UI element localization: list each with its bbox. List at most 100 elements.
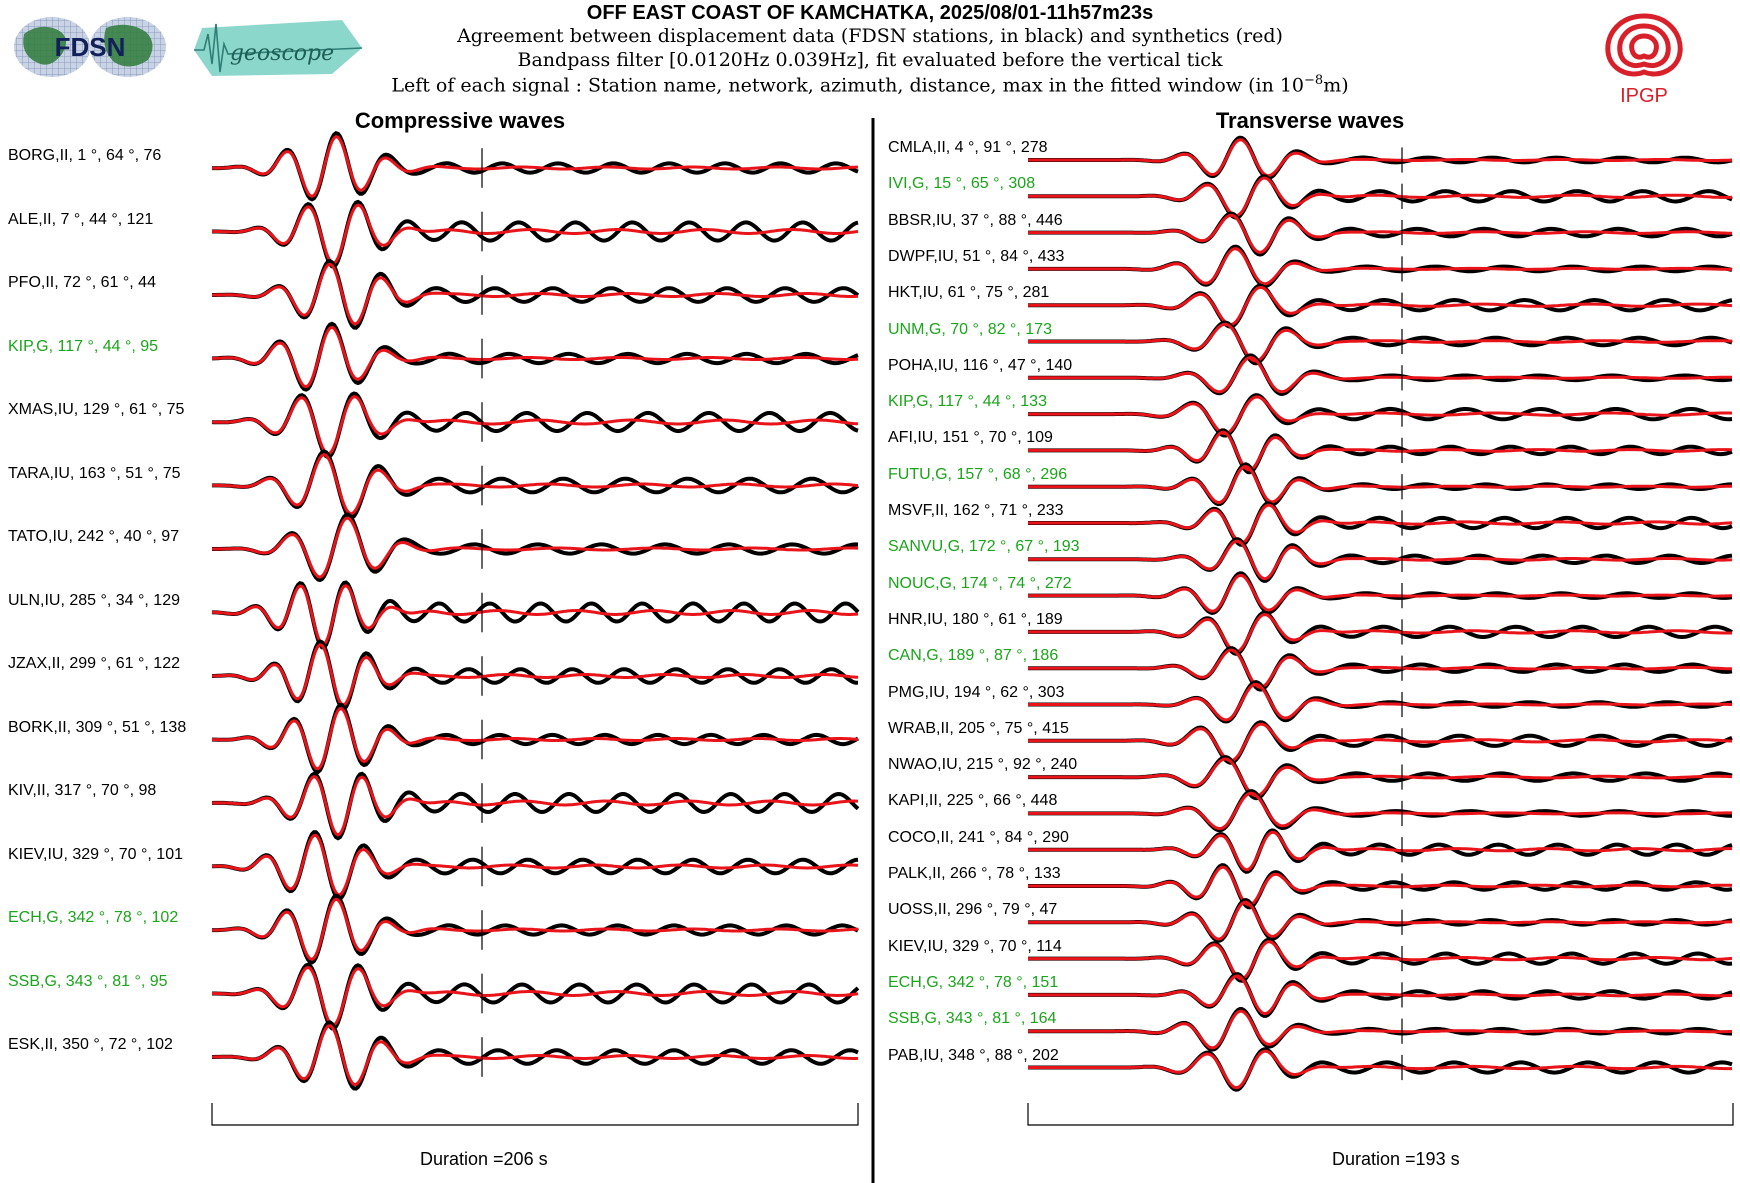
synthetic-trace-p9 xyxy=(211,707,859,771)
synthetic-trace-p12 xyxy=(212,897,859,961)
panel-title-transverse: Transverse waves xyxy=(1215,108,1405,133)
station-label-s9: FUTU,G, 157 °, 68 °, 296 xyxy=(888,465,1068,483)
station-label-s3: DWPF,IU, 51 °, 84 °, 433 xyxy=(888,247,1065,265)
station-label-s5: UNM,G, 70 °, 82 °, 173 xyxy=(888,320,1052,338)
station-label-s14: CAN,G, 189 °, 87 °, 186 xyxy=(888,647,1059,665)
synthetic-trace-s4 xyxy=(1028,285,1733,327)
station-label-s24: SSB,G, 343 °, 81 °, 164 xyxy=(888,1010,1057,1028)
geoscope-logo-text: geoscope xyxy=(230,41,334,66)
data-trace-s15 xyxy=(1028,680,1733,724)
duration-label-transverse: Duration =193 s xyxy=(1332,1149,1460,1169)
data-trace-p13 xyxy=(212,962,860,1031)
station-label-p6: TATO,IU, 242 °, 40 °, 97 xyxy=(8,528,180,545)
synthetic-trace-s3 xyxy=(1028,247,1732,286)
geoscope-logo: geoscope xyxy=(194,20,363,76)
duration-brackets xyxy=(211,1103,1734,1126)
station-label-s13: HNR,IU, 180 °, 61 °, 189 xyxy=(888,610,1063,628)
station-label-s17: NWAO,IU, 215 °, 92 °, 240 xyxy=(888,756,1078,774)
ipgp-logo-text: IPGP xyxy=(1620,85,1668,106)
data-trace-p1 xyxy=(212,199,859,269)
synthetic-trace-s2 xyxy=(1028,213,1732,254)
synthetic-trace-p2 xyxy=(212,262,859,326)
synthetic-trace-s17 xyxy=(1028,757,1732,798)
synthetic-trace-s15 xyxy=(1028,682,1732,722)
data-trace-p5 xyxy=(212,449,860,520)
station-label-s21: UOSS,II, 296 °, 79 °, 47 xyxy=(888,901,1058,919)
station-label-p12: ECH,G, 342 °, 78 °, 102 xyxy=(8,909,179,926)
synthetic-trace-p14 xyxy=(212,1024,859,1087)
synthetic-trace-p3 xyxy=(212,325,859,389)
data-trace-s6 xyxy=(1028,353,1733,397)
synthetic-trace-s20 xyxy=(1028,865,1732,907)
station-label-s19: COCO,II, 241 °, 84 °, 290 xyxy=(888,828,1069,846)
synthetic-trace-s13 xyxy=(1028,613,1732,654)
station-label-s4: HKT,IU, 61 °, 75 °, 281 xyxy=(888,284,1050,302)
duration-label-compressive: Duration =206 s xyxy=(420,1149,548,1169)
data-trace-s9 xyxy=(1028,462,1732,507)
synthetic-trace-p6 xyxy=(212,516,858,579)
data-trace-s24 xyxy=(1028,1006,1732,1052)
station-label-s20: PALK,II, 266 °, 78 °, 133 xyxy=(888,865,1061,882)
station-label-p1: ALE,II, 7 °, 44 °, 121 xyxy=(8,210,154,228)
station-label-s22: KIEV,IU, 329 °, 70 °, 114 xyxy=(888,937,1062,955)
synthetic-trace-s6 xyxy=(1028,355,1732,394)
fdsn-logo-text: FDSN xyxy=(55,32,126,62)
station-label-s18: KAPI,II, 225 °, 66 °, 448 xyxy=(888,792,1058,810)
station-label-s12: NOUC,G, 174 °, 74 °, 272 xyxy=(888,574,1072,592)
subtitle-agreement: Agreement between displacement data (FDS… xyxy=(457,25,1283,47)
synthetic-trace-s25 xyxy=(1028,1049,1732,1090)
station-label-p11: KIEV,IU, 329 °, 70 °, 101 xyxy=(8,845,183,863)
data-trace-p6 xyxy=(212,512,859,583)
synthetic-trace-p4 xyxy=(212,395,859,456)
data-trace-s3 xyxy=(1028,244,1733,288)
station-label-p5: TARA,IU, 163 °, 51 °, 75 xyxy=(8,464,181,482)
data-trace-s0 xyxy=(1028,135,1733,180)
station-label-s23: ECH,G, 342 °, 78 °, 151 xyxy=(888,973,1059,991)
station-label-s25: PAB,IU, 348 °, 88 °, 202 xyxy=(888,1046,1059,1064)
synthetic-trace-s11 xyxy=(1028,539,1733,581)
page-title: OFF EAST COAST OF KAMCHATKA, 2025/08/01-… xyxy=(586,2,1154,24)
synthetic-trace-p1 xyxy=(212,203,859,265)
station-label-s8: AFI,IU, 151 °, 70 °, 109 xyxy=(888,429,1053,447)
synthetic-trace-s7 xyxy=(1028,395,1733,435)
data-trace-s12 xyxy=(1028,571,1733,615)
station-label-p3: KIP,G, 117 °, 44 °, 95 xyxy=(8,337,159,355)
synthetic-trace-s1 xyxy=(1028,176,1733,218)
subtitle-legend: Left of each signal : Station name, netw… xyxy=(0,73,1740,96)
fdsn-logo: FDSN xyxy=(14,17,166,77)
synthetic-trace-s8 xyxy=(1028,430,1732,472)
synthetic-trace-p0 xyxy=(212,134,858,198)
subtitle-legend-exponent: −8 xyxy=(1304,73,1324,88)
station-label-p2: PFO,II, 72 °, 61 °, 44 xyxy=(8,274,156,291)
synthetic-trace-s12 xyxy=(1028,573,1732,613)
panel-title-compressive: Compressive waves xyxy=(354,108,566,133)
station-label-p7: ULN,IU, 285 °, 34 °, 129 xyxy=(8,591,180,609)
station-label-s0: CMLA,II, 4 °, 91 °, 278 xyxy=(888,139,1048,156)
station-label-p4: XMAS,IU, 129 °, 61 °, 75 xyxy=(8,401,185,418)
synthetic-trace-p11 xyxy=(211,833,859,897)
synthetic-trace-p5 xyxy=(212,452,859,516)
synthetic-trace-s24 xyxy=(1028,1009,1733,1050)
synthetic-trace-s21 xyxy=(1028,900,1732,941)
synthetic-trace-s23 xyxy=(1028,974,1733,1015)
data-trace-s21 xyxy=(1028,897,1733,943)
synthetic-trace-s18 xyxy=(1028,791,1732,831)
waveform-traces xyxy=(211,130,1733,1092)
synthetic-trace-s0 xyxy=(1028,138,1733,178)
station-label-p0: BORG,II, 1 °, 64 °, 76 xyxy=(8,147,162,164)
synthetic-trace-s19 xyxy=(1028,830,1732,872)
station-label-p13: SSB,G, 343 °, 81 °, 95 xyxy=(8,972,168,990)
data-trace-s18 xyxy=(1028,789,1732,833)
synthetic-trace-s22 xyxy=(1028,940,1733,981)
synthetic-trace-s5 xyxy=(1028,322,1733,363)
duration-bracket-s xyxy=(1027,1103,1734,1126)
station-label-p10: KIV,II, 317 °, 70 °, 98 xyxy=(8,782,157,799)
synthetic-trace-p10 xyxy=(211,774,858,837)
station-label-s6: POHA,IU, 116 °, 47 °, 140 xyxy=(888,356,1073,374)
station-label-s7: KIP,G, 117 °, 44 °, 133 xyxy=(888,393,1047,411)
station-label-p9: BORK,II, 309 °, 51 °, 138 xyxy=(8,718,187,736)
station-label-s15: PMG,IU, 194 °, 62 °, 303 xyxy=(888,683,1065,701)
station-label-s1: IVI,G, 15 °, 65 °, 308 xyxy=(888,175,1036,193)
station-label-s16: WRAB,II, 205 °, 75 °, 415 xyxy=(888,719,1069,737)
